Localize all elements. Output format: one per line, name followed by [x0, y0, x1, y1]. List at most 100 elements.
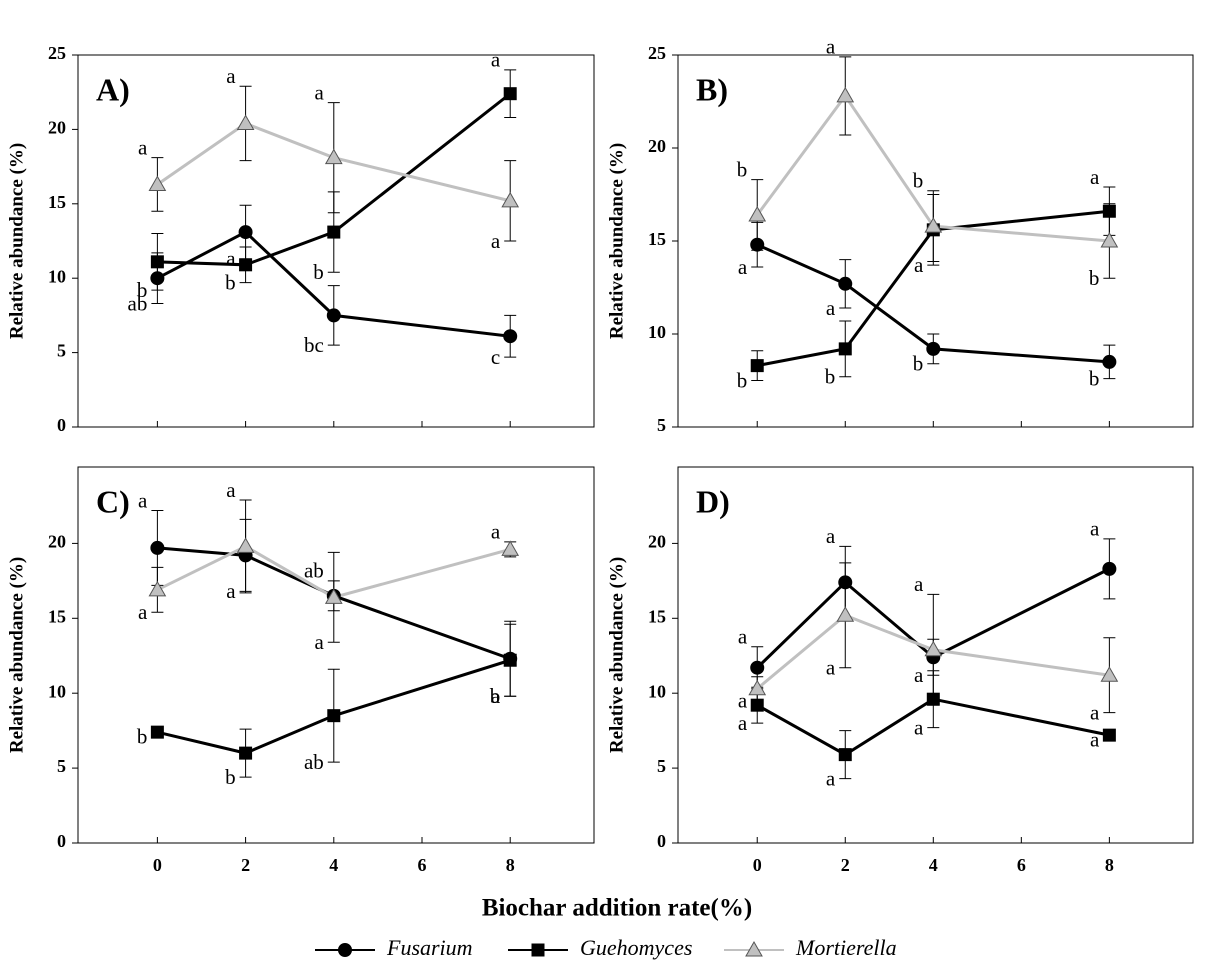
marker — [327, 709, 341, 723]
significance-letter: a — [738, 689, 748, 713]
marker — [1102, 728, 1116, 742]
significance-letter: b — [737, 368, 748, 392]
significance-letter: b — [1089, 366, 1100, 390]
significance-letter: a — [826, 766, 836, 790]
series-line — [756, 93, 1110, 243]
series-line — [156, 121, 511, 203]
significance-letter: a — [314, 80, 324, 104]
series-line — [756, 697, 1110, 757]
marker — [838, 342, 852, 356]
panel-title: A) — [96, 71, 130, 107]
y-tick-label: 20 — [48, 118, 66, 138]
x-tick-label: 4 — [329, 855, 338, 875]
significance-letter: a — [491, 48, 501, 72]
marker — [836, 86, 855, 103]
marker — [503, 329, 518, 344]
y-axis-label: Relative abundance (%) — [606, 557, 627, 753]
y-tick-label: 15 — [648, 606, 666, 626]
y-tick-label: 15 — [48, 192, 66, 212]
marker — [238, 225, 253, 240]
significance-letter: ab — [304, 750, 324, 774]
y-tick-label: 10 — [648, 681, 666, 701]
series-line — [756, 567, 1111, 669]
marker — [836, 606, 855, 622]
marker — [324, 148, 343, 165]
y-tick-label: 10 — [48, 681, 66, 701]
significance-letter: a — [914, 715, 924, 739]
x-axis-label: Biochar addition rate(%) — [482, 895, 752, 922]
significance-letter: a — [226, 247, 236, 271]
x-tick-label: 0 — [753, 855, 762, 875]
marker — [239, 746, 253, 760]
marker — [239, 258, 253, 272]
significance-letter: b — [225, 765, 236, 789]
significance-letter: ab — [128, 291, 148, 315]
series-line — [157, 92, 512, 267]
panel-title: D) — [696, 483, 730, 519]
significance-letter: a — [826, 35, 836, 59]
plot-frame — [677, 466, 1194, 844]
plot-frame — [77, 466, 595, 844]
y-tick-label: 25 — [648, 43, 666, 63]
marker — [748, 679, 767, 696]
significance-letter: b — [913, 169, 924, 193]
x-tick-label: 2 — [241, 855, 250, 875]
significance-letter: a — [1090, 517, 1100, 541]
significance-letter: a — [138, 488, 148, 512]
y-tick-label: 5 — [657, 415, 666, 435]
marker — [924, 640, 943, 657]
significance-letter: b — [913, 352, 924, 376]
series-line — [156, 544, 511, 599]
panel-title: B) — [696, 71, 728, 107]
significance-letter: a — [226, 64, 236, 88]
significance-letter: a — [491, 684, 501, 708]
significance-letter: a — [314, 630, 324, 654]
x-tick-label: 8 — [506, 855, 515, 875]
significance-letter: a — [738, 625, 748, 649]
significance-letter: ab — [304, 559, 324, 583]
x-tick-label: 0 — [153, 855, 162, 875]
marker — [1100, 231, 1119, 248]
marker — [327, 225, 341, 239]
marker — [236, 114, 255, 130]
y-tick-label: 10 — [48, 266, 66, 286]
series-line — [156, 230, 511, 338]
significance-letter: a — [1090, 165, 1100, 189]
x-tick-label: 8 — [1105, 855, 1114, 875]
marker — [338, 943, 352, 957]
marker — [750, 359, 764, 373]
marker — [1100, 666, 1119, 682]
significance-letter: a — [914, 572, 924, 596]
x-tick-label: 2 — [841, 855, 850, 875]
x-tick-label: 4 — [929, 855, 938, 875]
significance-letter: a — [738, 711, 748, 735]
significance-letter: b — [137, 278, 148, 302]
y-axis-label: Relative abundance (%) — [6, 557, 27, 753]
marker — [750, 660, 765, 675]
series-line — [157, 546, 511, 661]
series-line — [157, 658, 511, 755]
y-tick-label: 20 — [648, 532, 666, 552]
significance-letter: a — [138, 135, 148, 159]
y-tick-label: 0 — [657, 831, 666, 851]
y-tick-label: 10 — [648, 322, 666, 342]
significance-letter: bc — [304, 333, 324, 357]
marker — [503, 653, 517, 667]
marker — [150, 255, 164, 269]
y-tick-label: 25 — [48, 43, 66, 63]
significance-letter: b — [225, 270, 236, 294]
marker — [501, 191, 520, 208]
marker — [745, 940, 763, 957]
marker — [926, 341, 941, 356]
y-tick-label: 15 — [648, 229, 666, 249]
significance-letter: a — [826, 656, 836, 680]
marker — [148, 175, 167, 191]
y-axis-label: Relative abundance (%) — [6, 143, 27, 339]
marker — [326, 308, 341, 323]
significance-letter: b — [490, 684, 501, 708]
significance-letter: a — [738, 255, 748, 279]
panel-title: C) — [96, 483, 130, 519]
significance-letter: a — [491, 229, 501, 253]
significance-letter: b — [1089, 266, 1100, 290]
